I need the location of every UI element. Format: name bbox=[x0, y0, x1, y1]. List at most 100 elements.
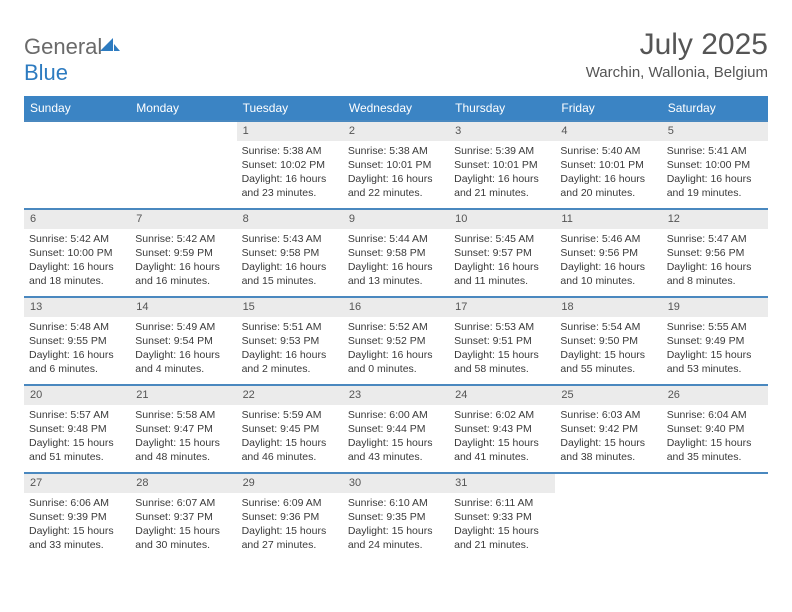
day-cell: 22Sunrise: 5:59 AMSunset: 9:45 PMDayligh… bbox=[237, 386, 343, 472]
day-cell: 21Sunrise: 5:58 AMSunset: 9:47 PMDayligh… bbox=[130, 386, 236, 472]
daylight-text: Daylight: 15 hours and 21 minutes. bbox=[454, 524, 550, 552]
sunset-text: Sunset: 10:00 PM bbox=[29, 246, 125, 260]
daylight-text: Daylight: 16 hours and 0 minutes. bbox=[348, 348, 444, 376]
day-number: 24 bbox=[449, 386, 555, 405]
sunset-text: Sunset: 9:54 PM bbox=[135, 334, 231, 348]
sunrise-text: Sunrise: 5:58 AM bbox=[135, 408, 231, 422]
day-body: Sunrise: 5:43 AMSunset: 9:58 PMDaylight:… bbox=[237, 229, 343, 295]
week-row: 6Sunrise: 5:42 AMSunset: 10:00 PMDayligh… bbox=[24, 208, 768, 296]
day-number: 31 bbox=[449, 474, 555, 493]
day-number: 1 bbox=[237, 122, 343, 141]
day-cell: 11Sunrise: 5:46 AMSunset: 9:56 PMDayligh… bbox=[555, 210, 661, 296]
day-cell: 8Sunrise: 5:43 AMSunset: 9:58 PMDaylight… bbox=[237, 210, 343, 296]
week-row: ..1Sunrise: 5:38 AMSunset: 10:02 PMDayli… bbox=[24, 120, 768, 208]
day-body: Sunrise: 5:44 AMSunset: 9:58 PMDaylight:… bbox=[343, 229, 449, 295]
sunset-text: Sunset: 9:42 PM bbox=[560, 422, 656, 436]
day-number: 22 bbox=[237, 386, 343, 405]
daylight-text: Daylight: 15 hours and 53 minutes. bbox=[667, 348, 763, 376]
day-cell: 20Sunrise: 5:57 AMSunset: 9:48 PMDayligh… bbox=[24, 386, 130, 472]
day-body: Sunrise: 6:06 AMSunset: 9:39 PMDaylight:… bbox=[24, 493, 130, 559]
sunrise-text: Sunrise: 5:39 AM bbox=[454, 144, 550, 158]
day-number: 2 bbox=[343, 122, 449, 141]
sunset-text: Sunset: 9:37 PM bbox=[135, 510, 231, 524]
day-cell: 12Sunrise: 5:47 AMSunset: 9:56 PMDayligh… bbox=[662, 210, 768, 296]
logo: GeneralBlue bbox=[24, 28, 120, 86]
day-body: Sunrise: 5:38 AMSunset: 10:01 PMDaylight… bbox=[343, 141, 449, 207]
day-cell: 15Sunrise: 5:51 AMSunset: 9:53 PMDayligh… bbox=[237, 298, 343, 384]
week-row: 20Sunrise: 5:57 AMSunset: 9:48 PMDayligh… bbox=[24, 384, 768, 472]
day-cell: 5Sunrise: 5:41 AMSunset: 10:00 PMDayligh… bbox=[662, 122, 768, 208]
day-cell: 23Sunrise: 6:00 AMSunset: 9:44 PMDayligh… bbox=[343, 386, 449, 472]
sunset-text: Sunset: 9:53 PM bbox=[242, 334, 338, 348]
day-cell: 29Sunrise: 6:09 AMSunset: 9:36 PMDayligh… bbox=[237, 474, 343, 560]
daylight-text: Daylight: 16 hours and 8 minutes. bbox=[667, 260, 763, 288]
sunrise-text: Sunrise: 5:42 AM bbox=[135, 232, 231, 246]
daylight-text: Daylight: 16 hours and 10 minutes. bbox=[560, 260, 656, 288]
daylight-text: Daylight: 15 hours and 24 minutes. bbox=[348, 524, 444, 552]
day-body: Sunrise: 5:51 AMSunset: 9:53 PMDaylight:… bbox=[237, 317, 343, 383]
day-body: Sunrise: 5:42 AMSunset: 9:59 PMDaylight:… bbox=[130, 229, 236, 295]
day-cell: 6Sunrise: 5:42 AMSunset: 10:00 PMDayligh… bbox=[24, 210, 130, 296]
daylight-text: Daylight: 16 hours and 15 minutes. bbox=[242, 260, 338, 288]
sunset-text: Sunset: 9:35 PM bbox=[348, 510, 444, 524]
daylight-text: Daylight: 16 hours and 13 minutes. bbox=[348, 260, 444, 288]
day-body: Sunrise: 6:07 AMSunset: 9:37 PMDaylight:… bbox=[130, 493, 236, 559]
sunrise-text: Sunrise: 5:55 AM bbox=[667, 320, 763, 334]
day-cell: 17Sunrise: 5:53 AMSunset: 9:51 PMDayligh… bbox=[449, 298, 555, 384]
daylight-text: Daylight: 15 hours and 58 minutes. bbox=[454, 348, 550, 376]
daylight-text: Daylight: 15 hours and 51 minutes. bbox=[29, 436, 125, 464]
daylight-text: Daylight: 15 hours and 30 minutes. bbox=[135, 524, 231, 552]
day-body: Sunrise: 6:11 AMSunset: 9:33 PMDaylight:… bbox=[449, 493, 555, 559]
daylight-text: Daylight: 16 hours and 11 minutes. bbox=[454, 260, 550, 288]
day-body: Sunrise: 6:00 AMSunset: 9:44 PMDaylight:… bbox=[343, 405, 449, 471]
day-body: Sunrise: 5:41 AMSunset: 10:00 PMDaylight… bbox=[662, 141, 768, 207]
day-body: Sunrise: 5:59 AMSunset: 9:45 PMDaylight:… bbox=[237, 405, 343, 471]
location-text: Warchin, Wallonia, Belgium bbox=[586, 64, 768, 81]
day-cell: 7Sunrise: 5:42 AMSunset: 9:59 PMDaylight… bbox=[130, 210, 236, 296]
dow-wednesday: Wednesday bbox=[343, 96, 449, 120]
sunset-text: Sunset: 9:52 PM bbox=[348, 334, 444, 348]
sunrise-text: Sunrise: 5:42 AM bbox=[29, 232, 125, 246]
daylight-text: Daylight: 15 hours and 35 minutes. bbox=[667, 436, 763, 464]
daylight-text: Daylight: 16 hours and 6 minutes. bbox=[29, 348, 125, 376]
sunset-text: Sunset: 9:50 PM bbox=[560, 334, 656, 348]
daylight-text: Daylight: 16 hours and 20 minutes. bbox=[560, 172, 656, 200]
day-number: 12 bbox=[662, 210, 768, 229]
day-number: 26 bbox=[662, 386, 768, 405]
daylight-text: Daylight: 16 hours and 19 minutes. bbox=[667, 172, 763, 200]
sunrise-text: Sunrise: 6:06 AM bbox=[29, 496, 125, 510]
day-body: Sunrise: 6:10 AMSunset: 9:35 PMDaylight:… bbox=[343, 493, 449, 559]
day-cell: 30Sunrise: 6:10 AMSunset: 9:35 PMDayligh… bbox=[343, 474, 449, 560]
sunset-text: Sunset: 9:43 PM bbox=[454, 422, 550, 436]
sunrise-text: Sunrise: 5:52 AM bbox=[348, 320, 444, 334]
sunrise-text: Sunrise: 5:45 AM bbox=[454, 232, 550, 246]
sunset-text: Sunset: 9:33 PM bbox=[454, 510, 550, 524]
sunrise-text: Sunrise: 5:38 AM bbox=[348, 144, 444, 158]
day-cell: 2Sunrise: 5:38 AMSunset: 10:01 PMDayligh… bbox=[343, 122, 449, 208]
day-body: Sunrise: 5:54 AMSunset: 9:50 PMDaylight:… bbox=[555, 317, 661, 383]
dow-friday: Friday bbox=[555, 96, 661, 120]
sunset-text: Sunset: 10:01 PM bbox=[454, 158, 550, 172]
day-body: Sunrise: 5:45 AMSunset: 9:57 PMDaylight:… bbox=[449, 229, 555, 295]
day-number: 4 bbox=[555, 122, 661, 141]
day-cell: 27Sunrise: 6:06 AMSunset: 9:39 PMDayligh… bbox=[24, 474, 130, 560]
sunrise-text: Sunrise: 5:41 AM bbox=[667, 144, 763, 158]
sunset-text: Sunset: 9:55 PM bbox=[29, 334, 125, 348]
day-number: 13 bbox=[24, 298, 130, 317]
day-number: 20 bbox=[24, 386, 130, 405]
sunrise-text: Sunrise: 6:07 AM bbox=[135, 496, 231, 510]
weeks-container: ..1Sunrise: 5:38 AMSunset: 10:02 PMDayli… bbox=[24, 120, 768, 560]
day-cell: 26Sunrise: 6:04 AMSunset: 9:40 PMDayligh… bbox=[662, 386, 768, 472]
daylight-text: Daylight: 15 hours and 27 minutes. bbox=[242, 524, 338, 552]
sunset-text: Sunset: 10:01 PM bbox=[348, 158, 444, 172]
sunrise-text: Sunrise: 6:09 AM bbox=[242, 496, 338, 510]
sunrise-text: Sunrise: 5:51 AM bbox=[242, 320, 338, 334]
sunset-text: Sunset: 9:57 PM bbox=[454, 246, 550, 260]
sunset-text: Sunset: 10:00 PM bbox=[667, 158, 763, 172]
daylight-text: Daylight: 15 hours and 43 minutes. bbox=[348, 436, 444, 464]
day-body: Sunrise: 5:48 AMSunset: 9:55 PMDaylight:… bbox=[24, 317, 130, 383]
day-body: Sunrise: 6:09 AMSunset: 9:36 PMDaylight:… bbox=[237, 493, 343, 559]
day-number: 18 bbox=[555, 298, 661, 317]
week-row: 27Sunrise: 6:06 AMSunset: 9:39 PMDayligh… bbox=[24, 472, 768, 560]
sunset-text: Sunset: 9:58 PM bbox=[348, 246, 444, 260]
